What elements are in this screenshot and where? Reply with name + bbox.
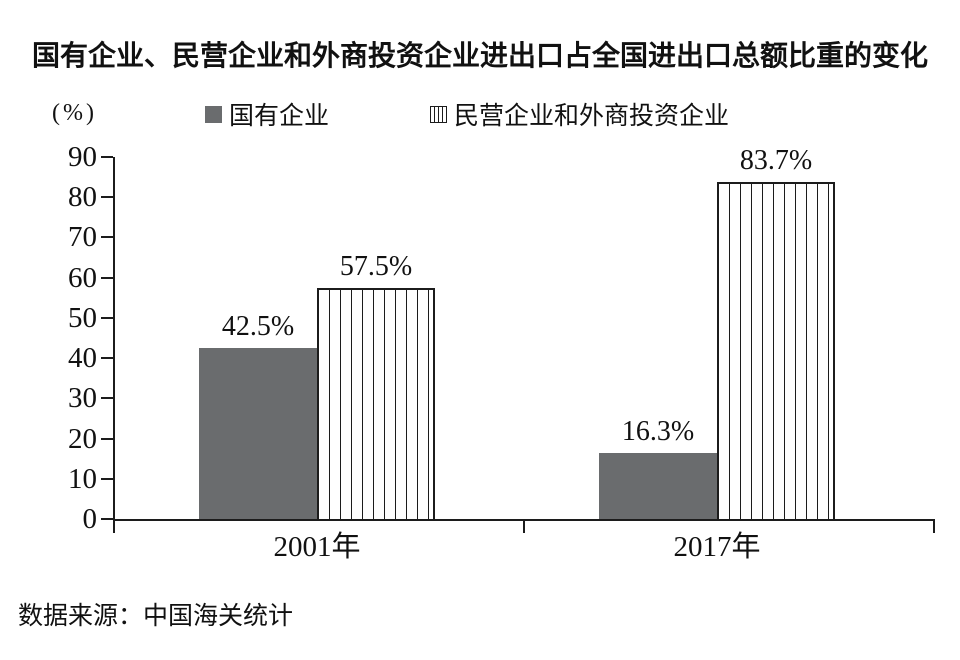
- bar-value-label: 42.5%: [221, 311, 295, 343]
- x-category-label: 2017年: [673, 531, 761, 563]
- y-axis-unit-label: (%): [52, 100, 97, 126]
- legend-swatch-solid-gray-icon: [205, 105, 222, 123]
- x-tick-mark: [523, 519, 525, 533]
- legend-item-private-foreign: 民营企业和外商投资企业: [430, 96, 729, 132]
- y-tick-mark: [101, 397, 113, 400]
- x-tick-mark: [933, 519, 935, 533]
- y-tick-mark: [101, 477, 113, 480]
- y-axis-line: [113, 157, 115, 533]
- legend-item-state-owned: 国有企业: [205, 96, 329, 132]
- legend-swatch-vertical-hatch-icon: [430, 105, 447, 123]
- y-tick-label: 70: [68, 221, 97, 254]
- y-tick-label: 0: [82, 503, 98, 535]
- bar-private-foreign: [317, 287, 435, 519]
- y-tick-label: 20: [68, 422, 97, 455]
- y-tick-label: 40: [68, 342, 97, 375]
- legend-label-state-owned: 国有企业: [229, 103, 330, 130]
- legend-label-private-foreign: 民营企业和外商投资企业: [454, 103, 730, 130]
- bar-value-label: 57.5%: [339, 250, 413, 282]
- x-category-label: 2001年: [273, 531, 361, 563]
- y-tick-label: 10: [68, 462, 97, 495]
- plot-area: 0 10 20 30 40 50 60 70 80 90 42.5% 57.5% 2001年 16.3% 8…: [68, 142, 935, 563]
- y-tick-mark: [101, 276, 113, 279]
- bar-state-owned: [599, 453, 717, 519]
- bar-state-owned: [199, 348, 317, 519]
- y-tick-mark: [101, 357, 113, 360]
- bar-private-foreign: [717, 182, 835, 519]
- data-source: 数据来源：中国海关统计: [18, 603, 294, 630]
- y-tick-label: 30: [68, 382, 97, 415]
- bar-value-label: 16.3%: [621, 416, 695, 448]
- y-tick-label: 50: [68, 301, 97, 334]
- y-tick-label: 80: [68, 181, 97, 214]
- y-tick-mark: [101, 316, 113, 319]
- chart-title: 国有企业、民营企业和外商投资企业进出口占全国进出口总额比重的变化: [31, 40, 928, 71]
- y-tick-label: 90: [68, 141, 97, 173]
- y-tick-mark: [101, 437, 113, 440]
- y-tick-mark: [101, 196, 113, 199]
- y-tick-mark: [101, 518, 113, 520]
- y-tick-label: 60: [68, 261, 97, 294]
- y-tick-mark: [101, 236, 113, 239]
- bar-value-label: 83.7%: [739, 145, 813, 177]
- y-tick-mark: [101, 156, 113, 158]
